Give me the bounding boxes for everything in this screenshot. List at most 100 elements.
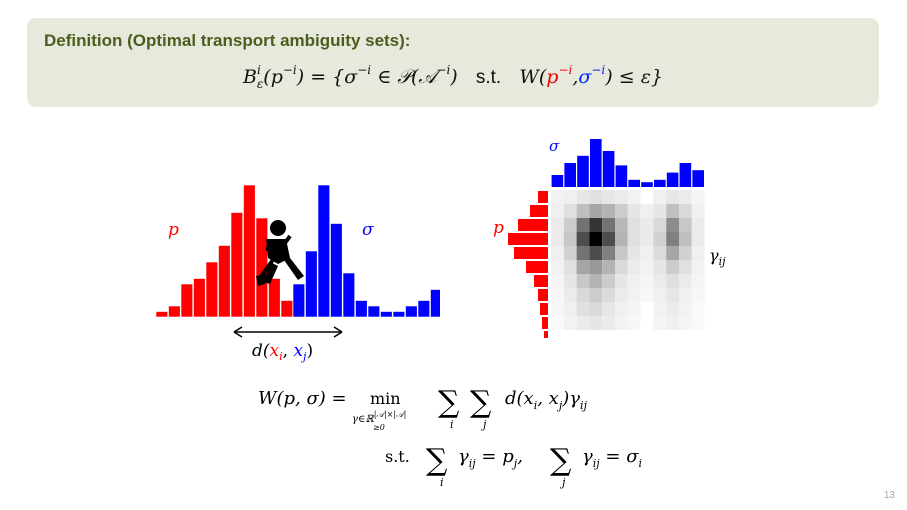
formula-le: ) ≤ ε}: [605, 66, 663, 88]
slide-number: 13: [883, 490, 895, 501]
heatmap-cell: [551, 274, 564, 288]
heatmap-cell: [602, 288, 615, 302]
heatmap-cell: [615, 288, 628, 302]
p-bar: [205, 261, 218, 318]
sigma-marginal-bar: [654, 179, 666, 187]
sigma-bar: [292, 283, 305, 318]
heatmap-cell: [563, 260, 577, 274]
heatmap-cell: [551, 288, 564, 302]
sigma-bar: [380, 311, 393, 318]
heatmap-cell: [627, 288, 641, 302]
heatmap-cell: [679, 190, 692, 204]
heatmap-cell: [640, 260, 654, 274]
formula-close: ): [450, 66, 458, 88]
heatmap-cell: [679, 260, 692, 274]
coupling-heatmap: [551, 190, 705, 330]
p-bar: [180, 283, 193, 318]
p-histogram: [155, 184, 293, 318]
min-operator: min: [370, 389, 401, 408]
sigma-marginal: [551, 139, 704, 187]
constraint2: γij = σi: [582, 446, 642, 470]
p-marginal-bar: [508, 233, 548, 245]
sum-i: ∑: [438, 385, 460, 420]
formula-st: s.t.: [475, 67, 502, 88]
heatmap-cell: [627, 260, 641, 274]
heatmap-cell: [576, 218, 590, 232]
heatmap-cell: [653, 190, 667, 204]
heatmap-cell: [563, 204, 577, 218]
heatmap-cell: [563, 302, 577, 316]
heatmap-cell: [589, 190, 603, 204]
sigma-bar: [317, 184, 330, 318]
heatmap-cell: [666, 190, 679, 204]
formula-minus-i-2: −i: [357, 63, 372, 77]
sigma-marginal-bar: [577, 155, 589, 187]
objective-term: d(xi, xj)γij: [505, 388, 588, 412]
sigma-marginal-bar: [679, 163, 692, 187]
st-label: s.t.: [385, 447, 410, 466]
heatmap-cell: [666, 288, 679, 302]
heatmap-cell: [551, 218, 564, 232]
sigma-histogram: [292, 184, 440, 318]
sigma-bar: [417, 300, 430, 318]
heatmap-cell: [691, 204, 705, 218]
constraint-equations: s.t. ∑ i γij = pj, ∑ j γij = σi: [385, 443, 642, 489]
heatmap-cell: [602, 316, 615, 330]
heatmap-cell: [602, 260, 615, 274]
p-marginal-bar: [526, 261, 548, 273]
heatmap-cell: [691, 274, 705, 288]
sigma-marginal-bar: [602, 151, 615, 187]
sigma-bar: [392, 311, 405, 318]
heatmap-cell: [679, 246, 692, 260]
p-marginal-bar: [538, 289, 548, 301]
histograms-figure: p σ d(xi, xj): [155, 184, 440, 363]
heatmap-cell: [653, 218, 667, 232]
formula-equals: ) = {σ: [296, 66, 358, 88]
formula-p-minus-i: −i: [558, 63, 573, 77]
heatmap-cell: [640, 274, 654, 288]
heatmap-cell: [640, 246, 654, 260]
sigma-marginal-bar: [590, 139, 602, 187]
definition-title: Definition (Optimal transport ambiguity …: [44, 31, 411, 50]
heatmap-cell: [551, 190, 564, 204]
heatmap-cell: [691, 288, 705, 302]
heatmap-cell: [679, 232, 692, 246]
heatmap-cell: [589, 274, 603, 288]
formula-p: p: [546, 66, 559, 88]
heatmap-cell: [627, 274, 641, 288]
sigma-marginal-bar: [666, 172, 679, 187]
sigma-bar: [305, 250, 318, 318]
heatmap-cell: [640, 302, 654, 316]
heatmap-cell: [666, 204, 679, 218]
heatmap-cell: [615, 246, 628, 260]
heatmap-cell: [563, 246, 577, 260]
sum-j-index: j: [480, 418, 487, 431]
heatmap-cell: [589, 232, 603, 246]
heatmap-cell: [627, 246, 641, 260]
constraint1-index: i: [440, 476, 444, 489]
heatmap-cell: [563, 190, 577, 204]
p-bar: [230, 212, 243, 318]
p-marginal-bar: [542, 317, 548, 329]
heatmap-cell: [627, 316, 641, 330]
heatmap-cell: [679, 288, 692, 302]
formula-minus-i: −i: [282, 63, 297, 77]
heatmap-cell: [691, 316, 705, 330]
heatmap-cell: [589, 288, 603, 302]
constraint1-sum: ∑: [426, 443, 448, 478]
formula-B: B: [243, 66, 257, 88]
heatmap-cell: [615, 260, 628, 274]
heatmap-cell: [576, 190, 590, 204]
heatmap-cell: [691, 302, 705, 316]
sigma-bar: [430, 289, 440, 318]
heatmap-cell: [602, 190, 615, 204]
heatmap-cell: [691, 232, 705, 246]
sum-i-index: i: [450, 418, 454, 431]
heatmap-cell: [691, 246, 705, 260]
heatmap-cell: [589, 260, 603, 274]
coupling-figure: σ p γij: [493, 137, 726, 338]
heatmap-cell: [679, 218, 692, 232]
constraint2-index: j: [559, 476, 566, 489]
heatmap-cell: [653, 232, 667, 246]
heatmap-cell: [551, 246, 564, 260]
